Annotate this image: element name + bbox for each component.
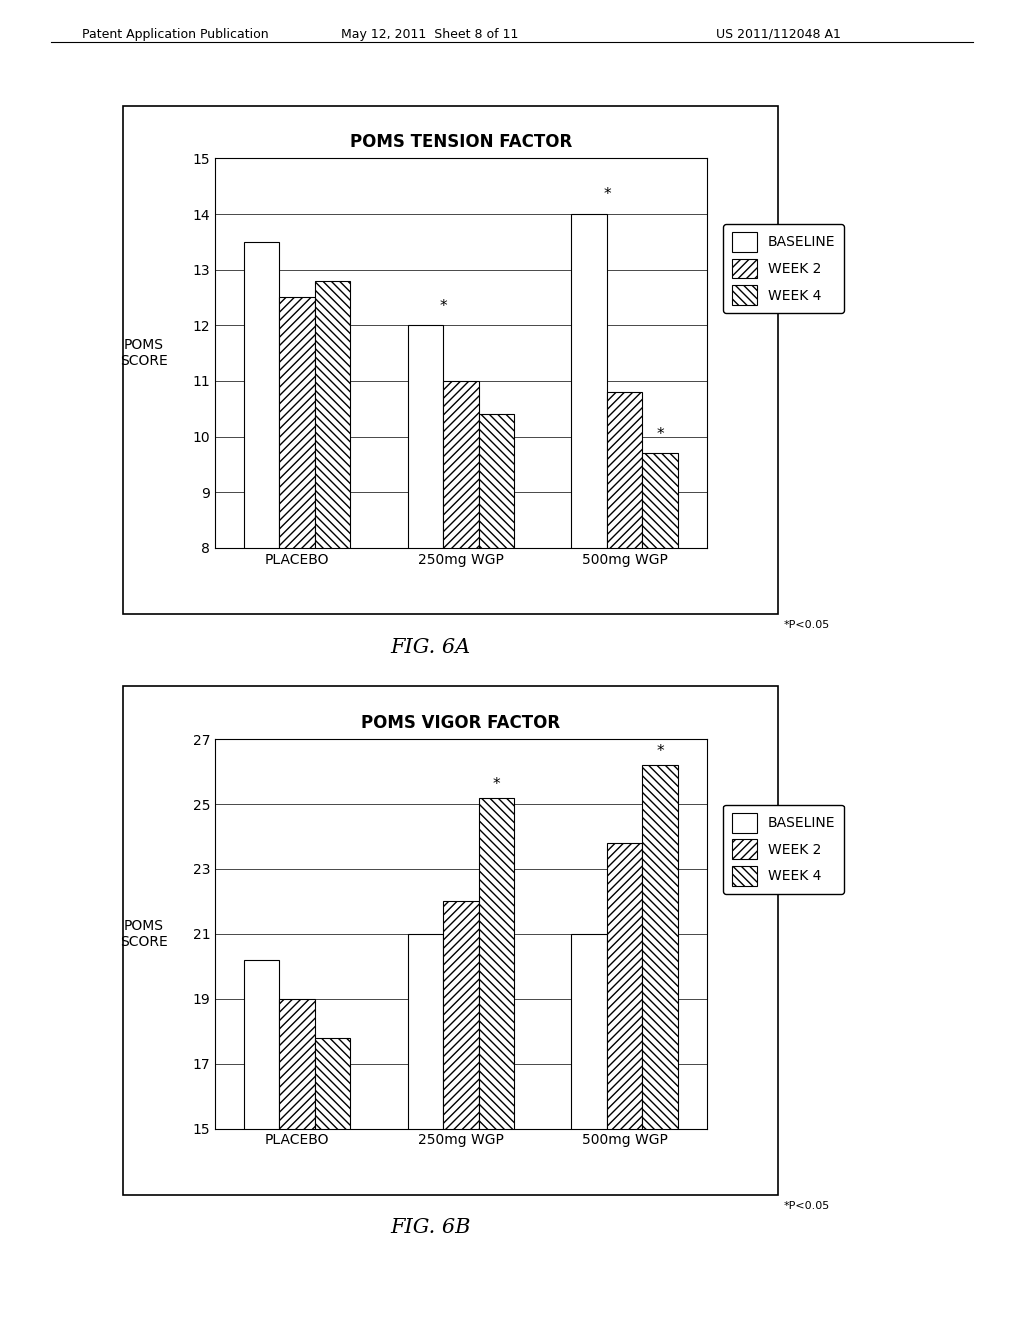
Bar	[314, 1038, 350, 1129]
Bar	[478, 797, 514, 1129]
Text: US 2011/112048 A1: US 2011/112048 A1	[716, 28, 841, 41]
Text: FIG. 6A: FIG. 6A	[390, 638, 470, 656]
Bar	[607, 843, 642, 1129]
Y-axis label: POMS
SCORE: POMS SCORE	[120, 338, 168, 368]
Bar	[408, 325, 443, 548]
Text: *: *	[439, 298, 446, 314]
Bar	[642, 453, 678, 548]
Bar	[280, 297, 314, 548]
Text: *: *	[493, 776, 500, 792]
Text: *: *	[656, 426, 664, 442]
Bar	[408, 935, 443, 1129]
Text: *: *	[656, 744, 664, 759]
Title: POMS VIGOR FACTOR: POMS VIGOR FACTOR	[361, 714, 560, 733]
Text: *P<0.05: *P<0.05	[783, 620, 829, 631]
Bar	[642, 766, 678, 1129]
Text: *P<0.05: *P<0.05	[783, 1201, 829, 1212]
Legend: BASELINE, WEEK 2, WEEK 4: BASELINE, WEEK 2, WEEK 4	[723, 224, 844, 313]
Bar	[607, 392, 642, 548]
Bar	[443, 902, 478, 1129]
Text: May 12, 2011  Sheet 8 of 11: May 12, 2011 Sheet 8 of 11	[341, 28, 519, 41]
Text: FIG. 6B: FIG. 6B	[390, 1218, 470, 1237]
Bar	[571, 214, 607, 548]
Y-axis label: POMS
SCORE: POMS SCORE	[120, 919, 168, 949]
Bar	[571, 935, 607, 1129]
Legend: BASELINE, WEEK 2, WEEK 4: BASELINE, WEEK 2, WEEK 4	[723, 805, 844, 894]
Bar	[478, 414, 514, 548]
Bar	[443, 381, 478, 548]
Title: POMS TENSION FACTOR: POMS TENSION FACTOR	[349, 133, 572, 152]
Text: Patent Application Publication: Patent Application Publication	[82, 28, 268, 41]
Bar	[280, 999, 314, 1129]
Text: *: *	[603, 187, 610, 202]
Bar	[244, 960, 280, 1129]
Bar	[314, 281, 350, 548]
Bar	[244, 242, 280, 548]
